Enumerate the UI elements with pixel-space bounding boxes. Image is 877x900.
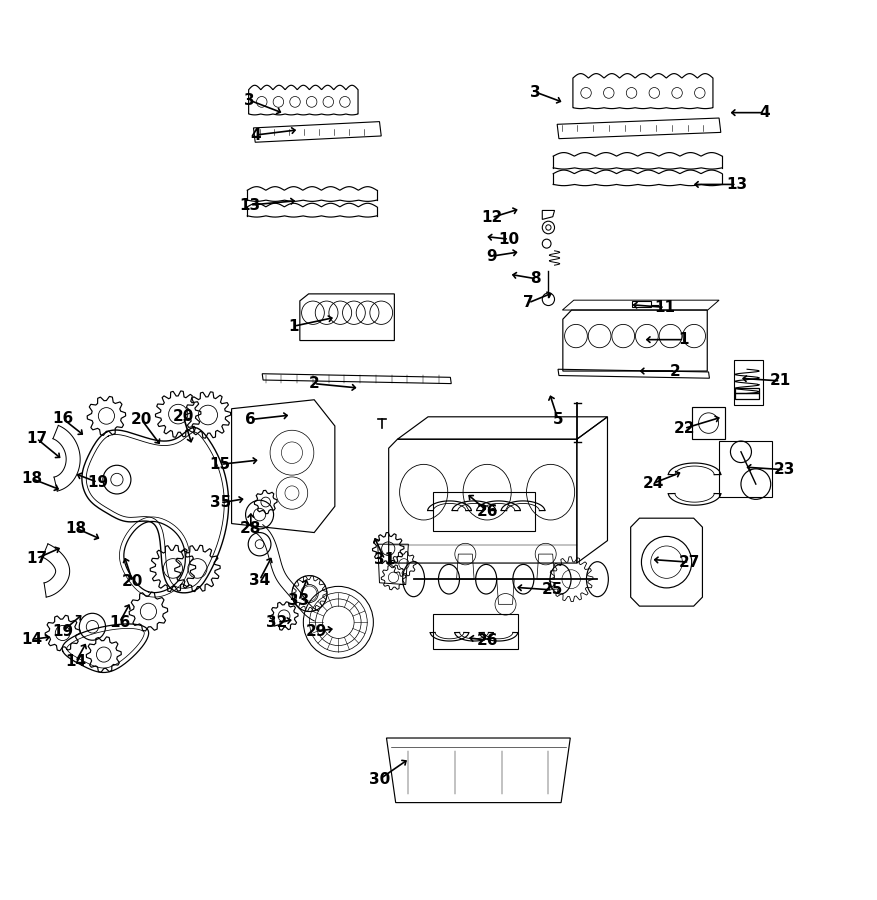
Text: 16: 16 bbox=[52, 411, 73, 426]
Text: 2: 2 bbox=[669, 364, 680, 379]
Text: 26: 26 bbox=[476, 633, 497, 648]
Text: 19: 19 bbox=[52, 624, 73, 639]
Text: 20: 20 bbox=[131, 412, 152, 427]
Text: 32: 32 bbox=[266, 615, 288, 630]
Text: 34: 34 bbox=[249, 572, 270, 588]
Text: 30: 30 bbox=[368, 772, 389, 787]
Text: 12: 12 bbox=[481, 210, 502, 225]
Text: 27: 27 bbox=[678, 554, 699, 570]
Text: 4: 4 bbox=[759, 105, 769, 120]
Text: 29: 29 bbox=[305, 624, 327, 639]
Text: 16: 16 bbox=[109, 615, 130, 630]
Text: 1: 1 bbox=[289, 319, 299, 334]
Text: 25: 25 bbox=[541, 582, 563, 598]
Text: 24: 24 bbox=[642, 476, 663, 491]
Text: 20: 20 bbox=[122, 574, 143, 590]
Text: 1: 1 bbox=[678, 332, 688, 347]
Text: 11: 11 bbox=[653, 300, 674, 315]
Text: 26: 26 bbox=[476, 503, 497, 518]
Text: 28: 28 bbox=[240, 520, 261, 536]
Text: 31: 31 bbox=[374, 552, 395, 567]
Text: 7: 7 bbox=[523, 295, 533, 310]
Text: 35: 35 bbox=[210, 495, 231, 510]
Text: 14: 14 bbox=[21, 632, 43, 647]
Text: 6: 6 bbox=[246, 412, 256, 427]
Text: 17: 17 bbox=[25, 431, 46, 446]
Text: 17: 17 bbox=[25, 551, 46, 566]
Text: 21: 21 bbox=[769, 374, 790, 389]
Text: 33: 33 bbox=[288, 593, 310, 608]
Text: 14: 14 bbox=[65, 654, 86, 670]
Text: 15: 15 bbox=[210, 457, 231, 472]
Text: 10: 10 bbox=[498, 231, 519, 247]
Text: 18: 18 bbox=[65, 520, 86, 536]
Text: 3: 3 bbox=[530, 85, 540, 100]
Text: 23: 23 bbox=[774, 463, 795, 477]
Text: 2: 2 bbox=[308, 376, 319, 392]
Text: 13: 13 bbox=[239, 198, 260, 212]
Text: 3: 3 bbox=[244, 93, 254, 108]
Text: 5: 5 bbox=[553, 412, 563, 427]
Text: 8: 8 bbox=[530, 271, 540, 286]
Text: 9: 9 bbox=[486, 248, 496, 264]
Text: 19: 19 bbox=[87, 475, 108, 490]
Text: 20: 20 bbox=[173, 410, 194, 424]
Text: 18: 18 bbox=[21, 472, 43, 486]
Text: 22: 22 bbox=[673, 421, 694, 436]
Text: 13: 13 bbox=[725, 177, 746, 192]
Text: 4: 4 bbox=[250, 128, 260, 142]
